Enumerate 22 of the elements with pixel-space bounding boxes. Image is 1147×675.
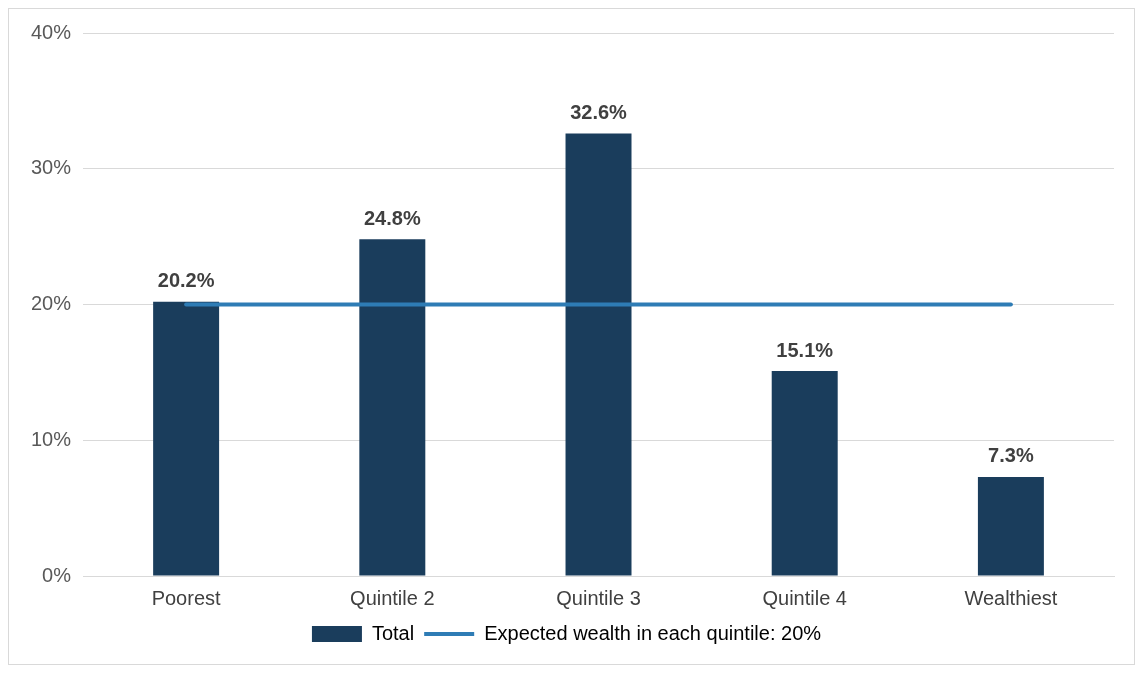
- data-label: 20.2%: [157, 269, 215, 292]
- legend-label: Expected wealth in each quintile: 20%: [484, 621, 822, 644]
- y-tick-label: 40%: [31, 20, 72, 43]
- legend-label: Total: [371, 621, 415, 644]
- bar: [771, 371, 838, 576]
- bar: [153, 301, 220, 576]
- x-tick-label: Poorest: [151, 586, 222, 609]
- bar: [977, 476, 1044, 576]
- x-tick-label: Wealthiest: [964, 586, 1058, 609]
- x-tick-label: Quintile 2: [350, 586, 435, 609]
- x-tick-label: Quintile 3: [556, 586, 641, 609]
- data-label: 32.6%: [570, 100, 628, 123]
- x-tick-label: Quintile 4: [762, 586, 847, 609]
- y-tick-label: 20%: [31, 292, 72, 315]
- y-tick-label: 30%: [31, 156, 72, 179]
- bar: [565, 133, 632, 576]
- bar: [359, 239, 426, 576]
- data-label: 24.8%: [363, 206, 421, 229]
- y-tick-label: 10%: [31, 427, 72, 450]
- data-label: 15.1%: [776, 338, 834, 361]
- data-label: 7.3%: [988, 444, 1034, 467]
- y-tick-label: 0%: [42, 563, 72, 586]
